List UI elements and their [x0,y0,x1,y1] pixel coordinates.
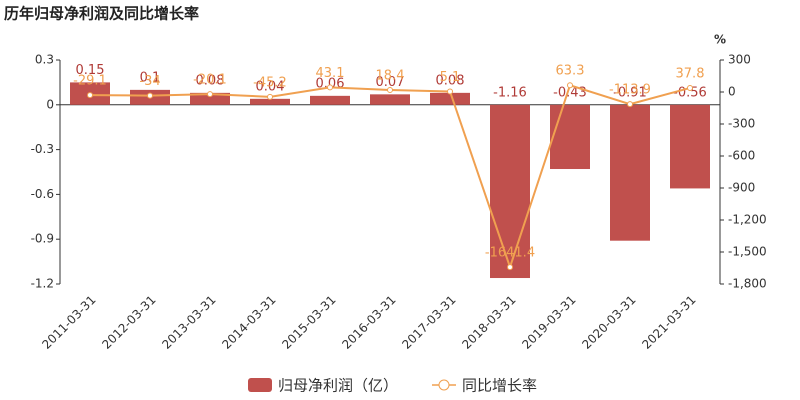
line-point [447,88,453,95]
y2-axis-label: % [714,33,726,47]
bar [490,104,530,279]
line-value-label: -45.2 [253,75,287,90]
legend-swatch [438,379,450,391]
line-point [387,87,393,94]
bar-value-label: 0.08 [196,73,225,88]
chart-title: 历年归母净利润及同比增长率 [4,5,199,23]
bar-value-label: -0.56 [673,85,707,100]
line-value-label: -20.1 [193,73,227,88]
x-tick-label: 2014-03-31 [219,293,278,352]
y-tick-label: 0.3 [35,53,54,67]
y-tick-label: -0.6 [31,187,54,201]
line-point [627,101,633,108]
y-tick-label: -1.2 [31,277,54,291]
line-point [327,84,333,91]
x-tick-label: 2020-03-31 [579,293,638,352]
bar [310,95,350,105]
line-point [207,91,213,98]
bar [670,104,710,189]
bar-value-label: -0.43 [553,85,587,100]
bar [610,104,650,241]
line-value-label: 18.4 [376,69,405,84]
line-point [507,264,513,271]
y2-tick-label: -1,500 [728,245,767,259]
x-tick-label: 2021-03-31 [639,293,698,352]
y2-tick-label: 0 [728,85,736,99]
bar-value-label: -0.91 [613,85,647,100]
y-tick-label: -0.3 [31,142,54,156]
line-point [147,92,153,99]
line [89,83,691,271]
x-tick-label: 2016-03-31 [339,293,398,352]
bar [250,98,290,105]
y2-tick-label: -900 [728,181,755,195]
line-value-label: 5.1 [440,70,461,85]
line-point [687,84,693,91]
x-tick-label: 2015-03-31 [279,293,338,352]
x-tick-label: 2017-03-31 [399,293,458,352]
legend-label: 同比增长率 [462,377,537,395]
bar-value-label: -1.16 [493,85,527,100]
line-value-label: 63.3 [556,64,585,79]
bar-value-label: 0.08 [436,73,465,88]
line-point [87,92,93,99]
x-tick-label: 2012-03-31 [99,293,158,352]
bar [550,104,590,170]
bar-value-label: 0.07 [376,75,405,90]
line-value-label: -1641.4 [485,246,535,261]
x-tick-label: 2019-03-31 [519,293,578,352]
y-tick-label: 0 [46,97,54,111]
bar [370,94,410,105]
y2-tick-label: 300 [728,53,751,67]
y2-tick-label: -1,800 [728,277,767,291]
bar-value-label: 0.1 [140,70,161,85]
line-value-label: -113.9 [609,83,651,98]
bar-value-label: 0.15 [76,63,105,78]
line-value-label: 37.8 [676,66,705,81]
bar [190,92,230,105]
y2-tick-label: -1,200 [728,213,767,227]
x-tick-label: 2018-03-31 [459,293,518,352]
bar [430,92,470,105]
legend-swatch [248,378,272,392]
y-tick-label: -0.9 [31,232,54,246]
x-tick-label: 2013-03-31 [159,293,218,352]
line-value-label: -34 [139,74,160,89]
bar-value-label: 0.04 [256,79,285,94]
line-value-label: -29.1 [73,74,107,89]
line-point [567,82,573,89]
line-point [267,93,273,100]
y2-tick-label: -600 [728,149,755,163]
line-value-label: 43.1 [316,66,345,81]
x-tick-label: 2011-03-31 [39,293,98,352]
y2-tick-label: -300 [728,117,755,131]
legend-label: 归母净利润（亿） [278,377,398,395]
